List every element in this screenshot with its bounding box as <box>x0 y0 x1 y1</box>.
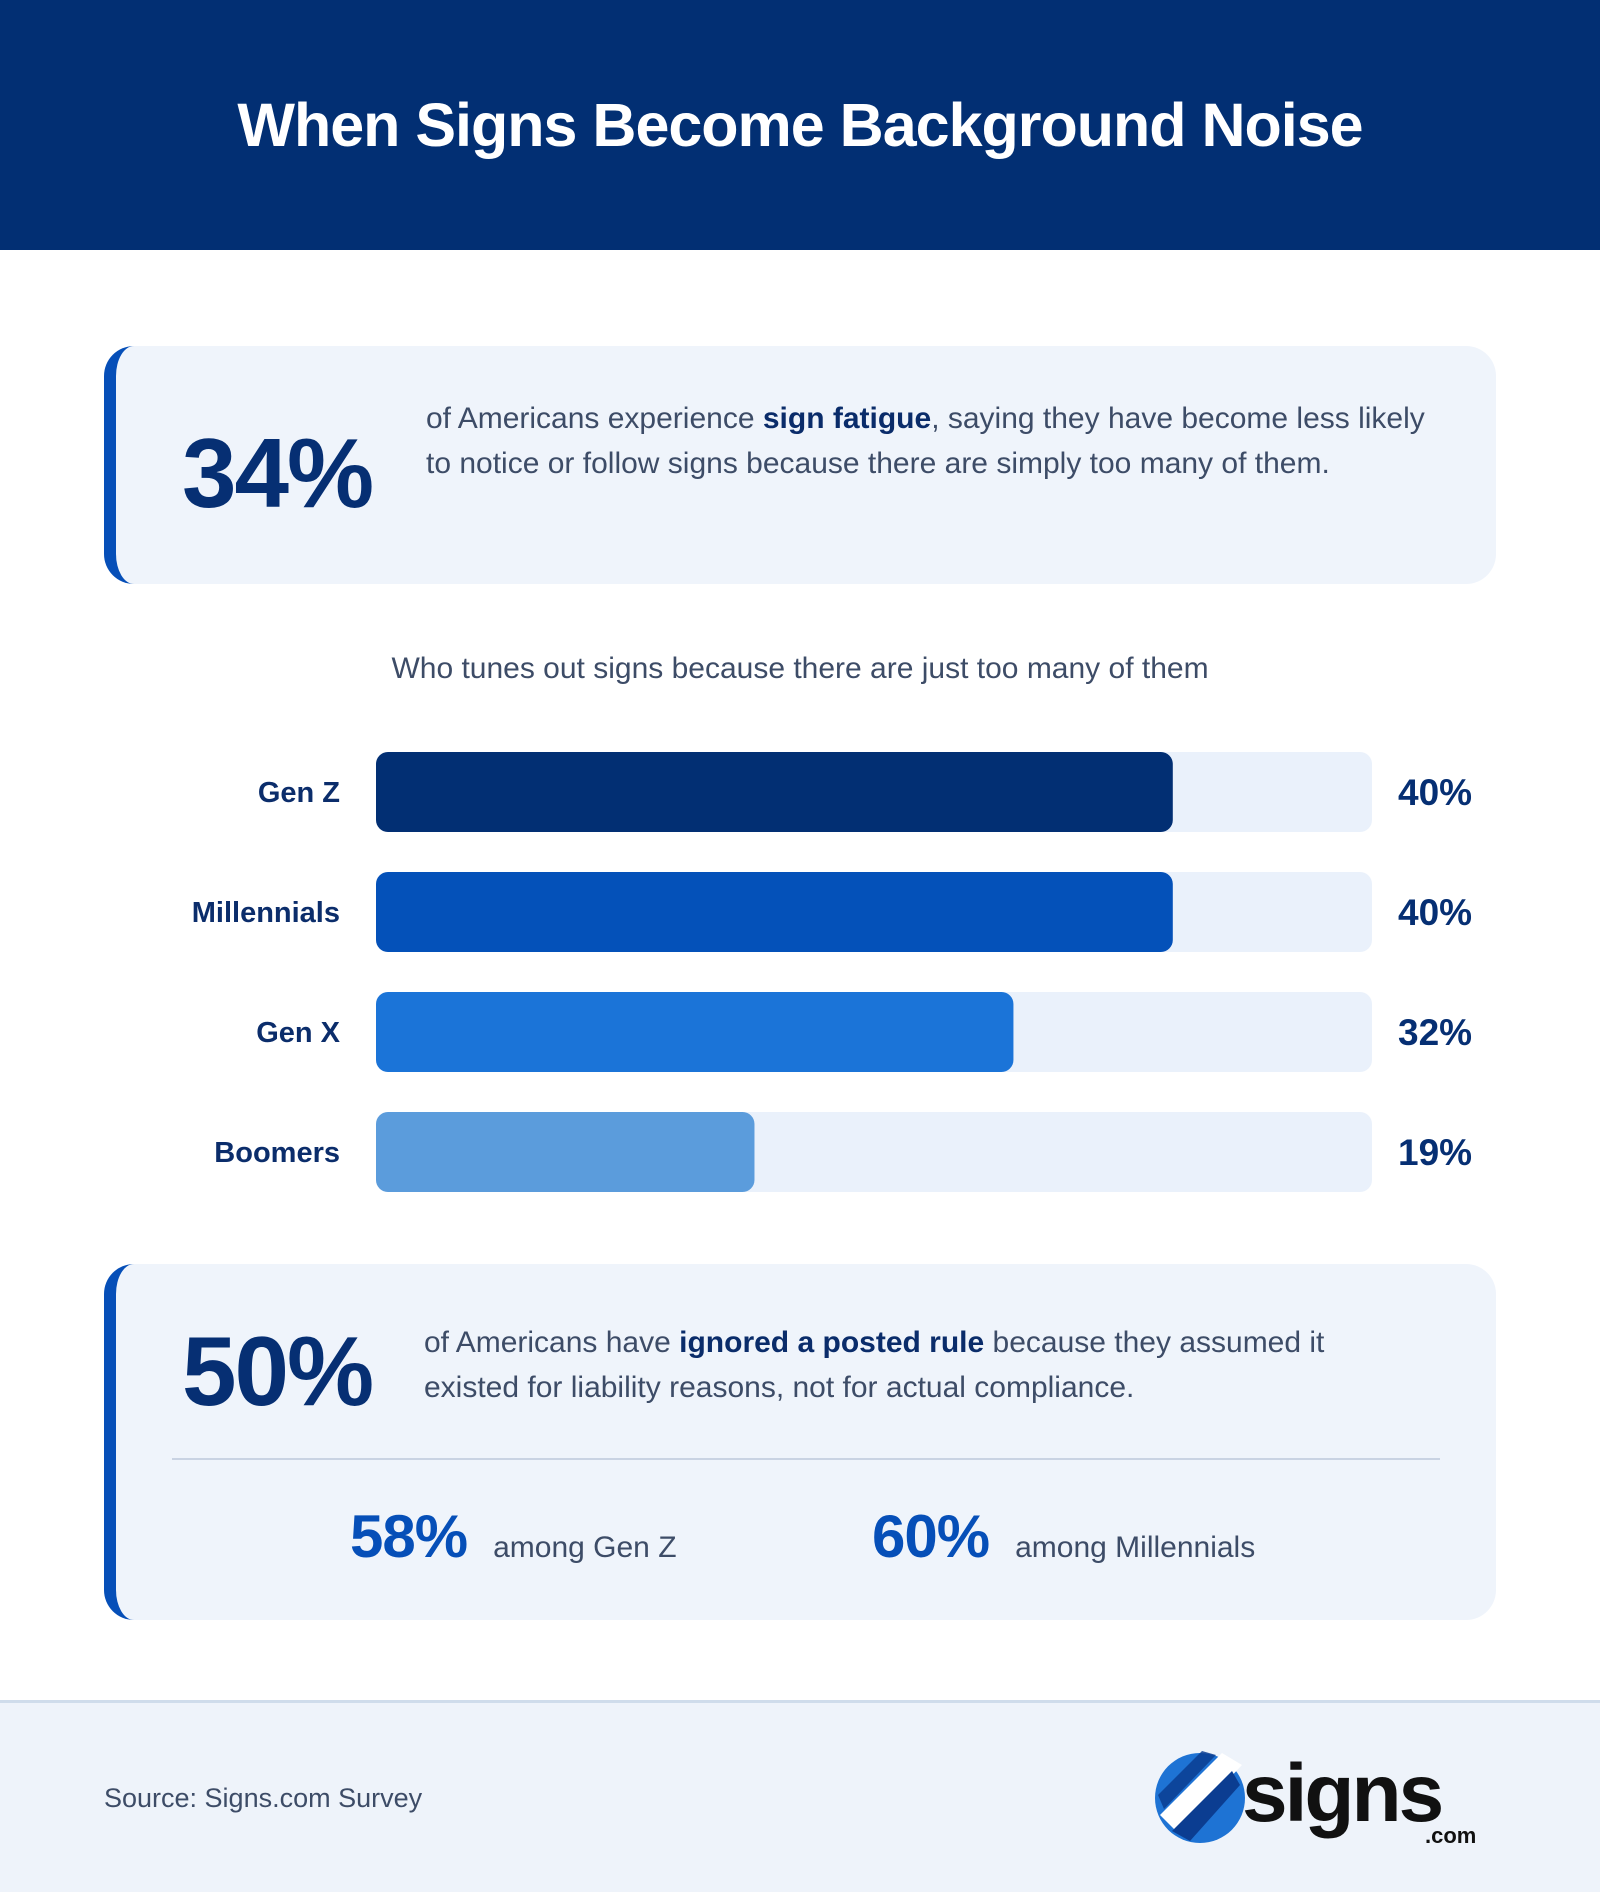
sign-fatigue-card: 34% of Americans experience sign fatigue… <box>104 346 1496 584</box>
card-divider <box>172 1458 1440 1460</box>
value-label-gen-x: 32% <box>1398 1012 1472 1053</box>
footer: Source: Signs.com Survey signs .com <box>0 1700 1600 1892</box>
millennials-sub-stat-label: among Millennials <box>1015 1531 1256 1564</box>
sign-fatigue-text: of Americans experience sign fatigue, sa… <box>426 396 1426 486</box>
category-label-millennials: Millennials <box>192 897 340 929</box>
ignored-rule-text-end: because they assumed it existed for liab… <box>424 1326 1325 1404</box>
signs-logo: signs .com <box>1155 1748 1476 1848</box>
millennials-sub-stat-value: 60% <box>872 1503 990 1570</box>
sign-fatigue-highlight: sign fatigue <box>762 402 932 435</box>
signs-logo-word: signs <box>1242 1748 1442 1839</box>
page-title: When Signs Become Background Noise <box>237 91 1363 159</box>
signs-logo-mark-icon <box>1155 1751 1245 1843</box>
bar-gen-z <box>376 752 1173 832</box>
value-label-millennials: 40% <box>1398 892 1472 933</box>
millennials-sub-stat: 60% among Millennials <box>872 1502 1255 1571</box>
source-note: Source: Signs.com Survey <box>104 1783 423 1813</box>
ignored-rule-stat: 50% <box>182 1316 374 1426</box>
sign-fatigue-text-start: of Americans experience <box>426 402 763 435</box>
category-label-gen-z: Gen Z <box>258 777 340 809</box>
chart-title: Who tunes out signs because there are ju… <box>391 652 1209 685</box>
category-label-boomers: Boomers <box>214 1137 340 1169</box>
bar-gen-x <box>376 992 1014 1072</box>
sign-fatigue-stat: 34% <box>182 418 374 528</box>
sign-fatigue-text-end: , saying they have become less likely to… <box>426 402 1425 480</box>
value-label-gen-z: 40% <box>1398 772 1472 813</box>
ignored-rule-highlight: ignored a posted rule <box>679 1326 985 1359</box>
ignored-rule-text: of Americans have ignored a posted rule … <box>424 1320 1424 1410</box>
ignored-rule-card: 50% of Americans have ignored a posted r… <box>104 1264 1496 1620</box>
category-label-gen-x: Gen X <box>256 1017 340 1049</box>
gen-z-sub-stat-label: among Gen Z <box>493 1531 677 1564</box>
ignored-rule-text-start: of Americans have <box>424 1326 680 1359</box>
value-label-boomers: 19% <box>1398 1132 1472 1173</box>
bar-millennials <box>376 872 1173 952</box>
bar-boomers <box>376 1112 755 1192</box>
gen-z-sub-stat: 58% among Gen Z <box>350 1502 677 1571</box>
gen-z-sub-stat-value: 58% <box>350 1503 468 1570</box>
header-banner: When Signs Become Background Noise <box>0 0 1600 250</box>
signs-logo-suffix: .com <box>1425 1823 1476 1848</box>
generation-bar-chart: Gen Z 40% Millennials 40% Gen X 32% Boomers 19% <box>192 752 1472 1192</box>
